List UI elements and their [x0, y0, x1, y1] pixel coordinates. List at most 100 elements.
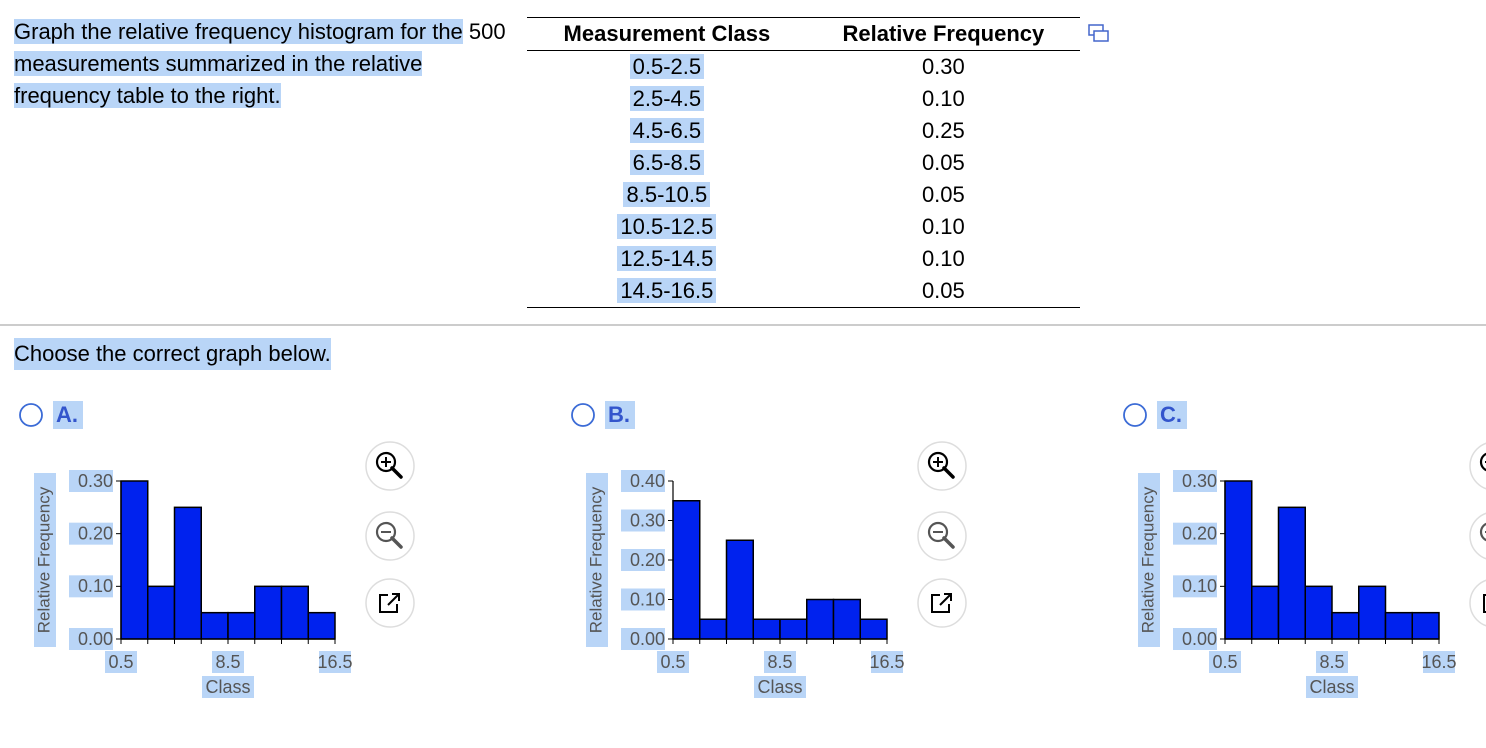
bar: [1277, 506, 1306, 640]
table-row: 10.5-12.5 0.10: [527, 211, 1080, 243]
label-highlight: [1423, 651, 1455, 673]
label-highlight: [202, 676, 254, 698]
radio-button[interactable]: [19, 403, 43, 427]
label-highlight: [1138, 473, 1160, 647]
zoom-out-button[interactable]: [917, 511, 967, 561]
table-cell: 6.5-8.5: [527, 147, 807, 179]
x-axis-label: Class: [205, 677, 250, 697]
y-tick-label: 0.30: [78, 471, 113, 491]
table-cell: 14.5-16.5: [527, 275, 807, 308]
y-tick-label: 0.00: [78, 629, 113, 649]
y-tick-label: 0.40: [630, 471, 665, 491]
cell-text: 0.25: [921, 118, 965, 143]
y-tick-label: 0.00: [1182, 629, 1217, 649]
icon-glyph: [942, 536, 955, 549]
label-highlight: [34, 473, 56, 647]
question: Graph the relative frequency histogram f…: [14, 16, 514, 112]
table-row: 8.5-10.5 0.05: [527, 179, 1080, 211]
zoom-out-button[interactable]: [1469, 512, 1486, 560]
question-text: measurements summarized in the relative …: [14, 51, 423, 108]
table-cell: 0.05: [807, 179, 1080, 211]
bar: [859, 618, 888, 640]
cell-text: 8.5-10.5: [623, 182, 711, 207]
label-highlight: [605, 401, 635, 429]
label-highlight: [871, 651, 903, 673]
bar: [120, 480, 149, 640]
cell-text: 14.5-16.5: [617, 278, 717, 303]
icon-glyph: [927, 521, 949, 543]
option: B. Relative Frequency 0.00 0.10 0.20 0.30 0.40…: [571, 401, 967, 698]
bar: [280, 585, 309, 640]
label-highlight: [621, 628, 665, 650]
label-highlight: [319, 651, 351, 673]
label-highlight: [1306, 676, 1358, 698]
table-cell: 0.25: [807, 115, 1080, 147]
label-highlight: [53, 401, 83, 429]
label-highlight: [657, 651, 689, 673]
label-highlight: [69, 628, 113, 650]
question-text: Graph the relative frequency histogram f…: [14, 19, 463, 44]
icon-glyph: [931, 593, 952, 613]
radio-button[interactable]: [1123, 403, 1147, 427]
icon-glyph: [375, 451, 397, 473]
table-row: 0.5-2.5 0.30: [527, 51, 1080, 84]
zoom-in-button[interactable]: [365, 441, 415, 491]
zoom-in-button[interactable]: [917, 441, 967, 491]
table-cell: 2.5-4.5: [527, 83, 807, 115]
bar: [1251, 585, 1280, 640]
cell-text: 12.5-14.5: [617, 246, 717, 271]
cell-text: 0.05: [921, 150, 965, 175]
y-tick-label: 0.30: [1182, 471, 1217, 491]
label-highlight: [69, 522, 113, 545]
copy-icon[interactable]: [1088, 24, 1110, 44]
header-text: Measurement Class: [563, 21, 771, 46]
bar: [1224, 480, 1253, 640]
label-highlight: [105, 651, 137, 673]
label-highlight: [69, 470, 113, 492]
table-header: Measurement Class Relative Frequency: [527, 17, 1080, 51]
x-tick-label: 0.5: [1212, 652, 1237, 672]
label-highlight: [621, 470, 665, 492]
question-number: 500: [468, 19, 506, 44]
cell-text: 0.5-2.5: [629, 54, 705, 79]
cell-text: 0.10: [921, 86, 965, 111]
bar: [672, 500, 701, 640]
bar: [725, 539, 754, 640]
cell-text: 0.10: [921, 214, 965, 239]
bar: [806, 598, 835, 640]
table-cell: 0.5-2.5: [527, 51, 807, 84]
table-cell: 0.05: [807, 147, 1080, 179]
zoom-out-button[interactable]: [365, 511, 415, 561]
x-tick-label: 16.5: [869, 652, 904, 672]
icon-glyph: [1483, 594, 1486, 613]
header-text: Relative Frequency: [842, 21, 1045, 46]
table-cell: 10.5-12.5: [527, 211, 807, 243]
y-tick-label: 0.00: [630, 629, 665, 649]
label-highlight: [764, 651, 796, 673]
bar: [699, 618, 728, 640]
bar: [1411, 611, 1440, 640]
open-button[interactable]: [1469, 579, 1486, 627]
divider: [0, 324, 1486, 326]
bar: [1358, 585, 1387, 640]
table-cell: 0.10: [807, 211, 1080, 243]
y-tick-label: 0.20: [1182, 523, 1217, 543]
label-highlight: [621, 588, 665, 611]
table-row: 2.5-4.5 0.10: [527, 83, 1080, 115]
x-tick-label: 8.5: [1319, 652, 1344, 672]
table-cell: 0.05: [807, 275, 1080, 308]
table-cell: 0.10: [807, 83, 1080, 115]
cell-text: 10.5-12.5: [617, 214, 717, 239]
label-highlight: [1173, 470, 1217, 492]
icon-glyph: [1479, 522, 1486, 542]
bar: [173, 506, 202, 640]
label-highlight: [1316, 651, 1348, 673]
cell-text: 4.5-6.5: [629, 118, 705, 143]
table-row: 14.5-16.5 0.05: [527, 275, 1080, 308]
radio-button[interactable]: [571, 403, 595, 427]
zoom-in-button[interactable]: [1469, 442, 1486, 490]
bar: [200, 611, 229, 640]
cell-text: 0.10: [921, 246, 965, 271]
table-cell: 8.5-10.5: [527, 179, 807, 211]
